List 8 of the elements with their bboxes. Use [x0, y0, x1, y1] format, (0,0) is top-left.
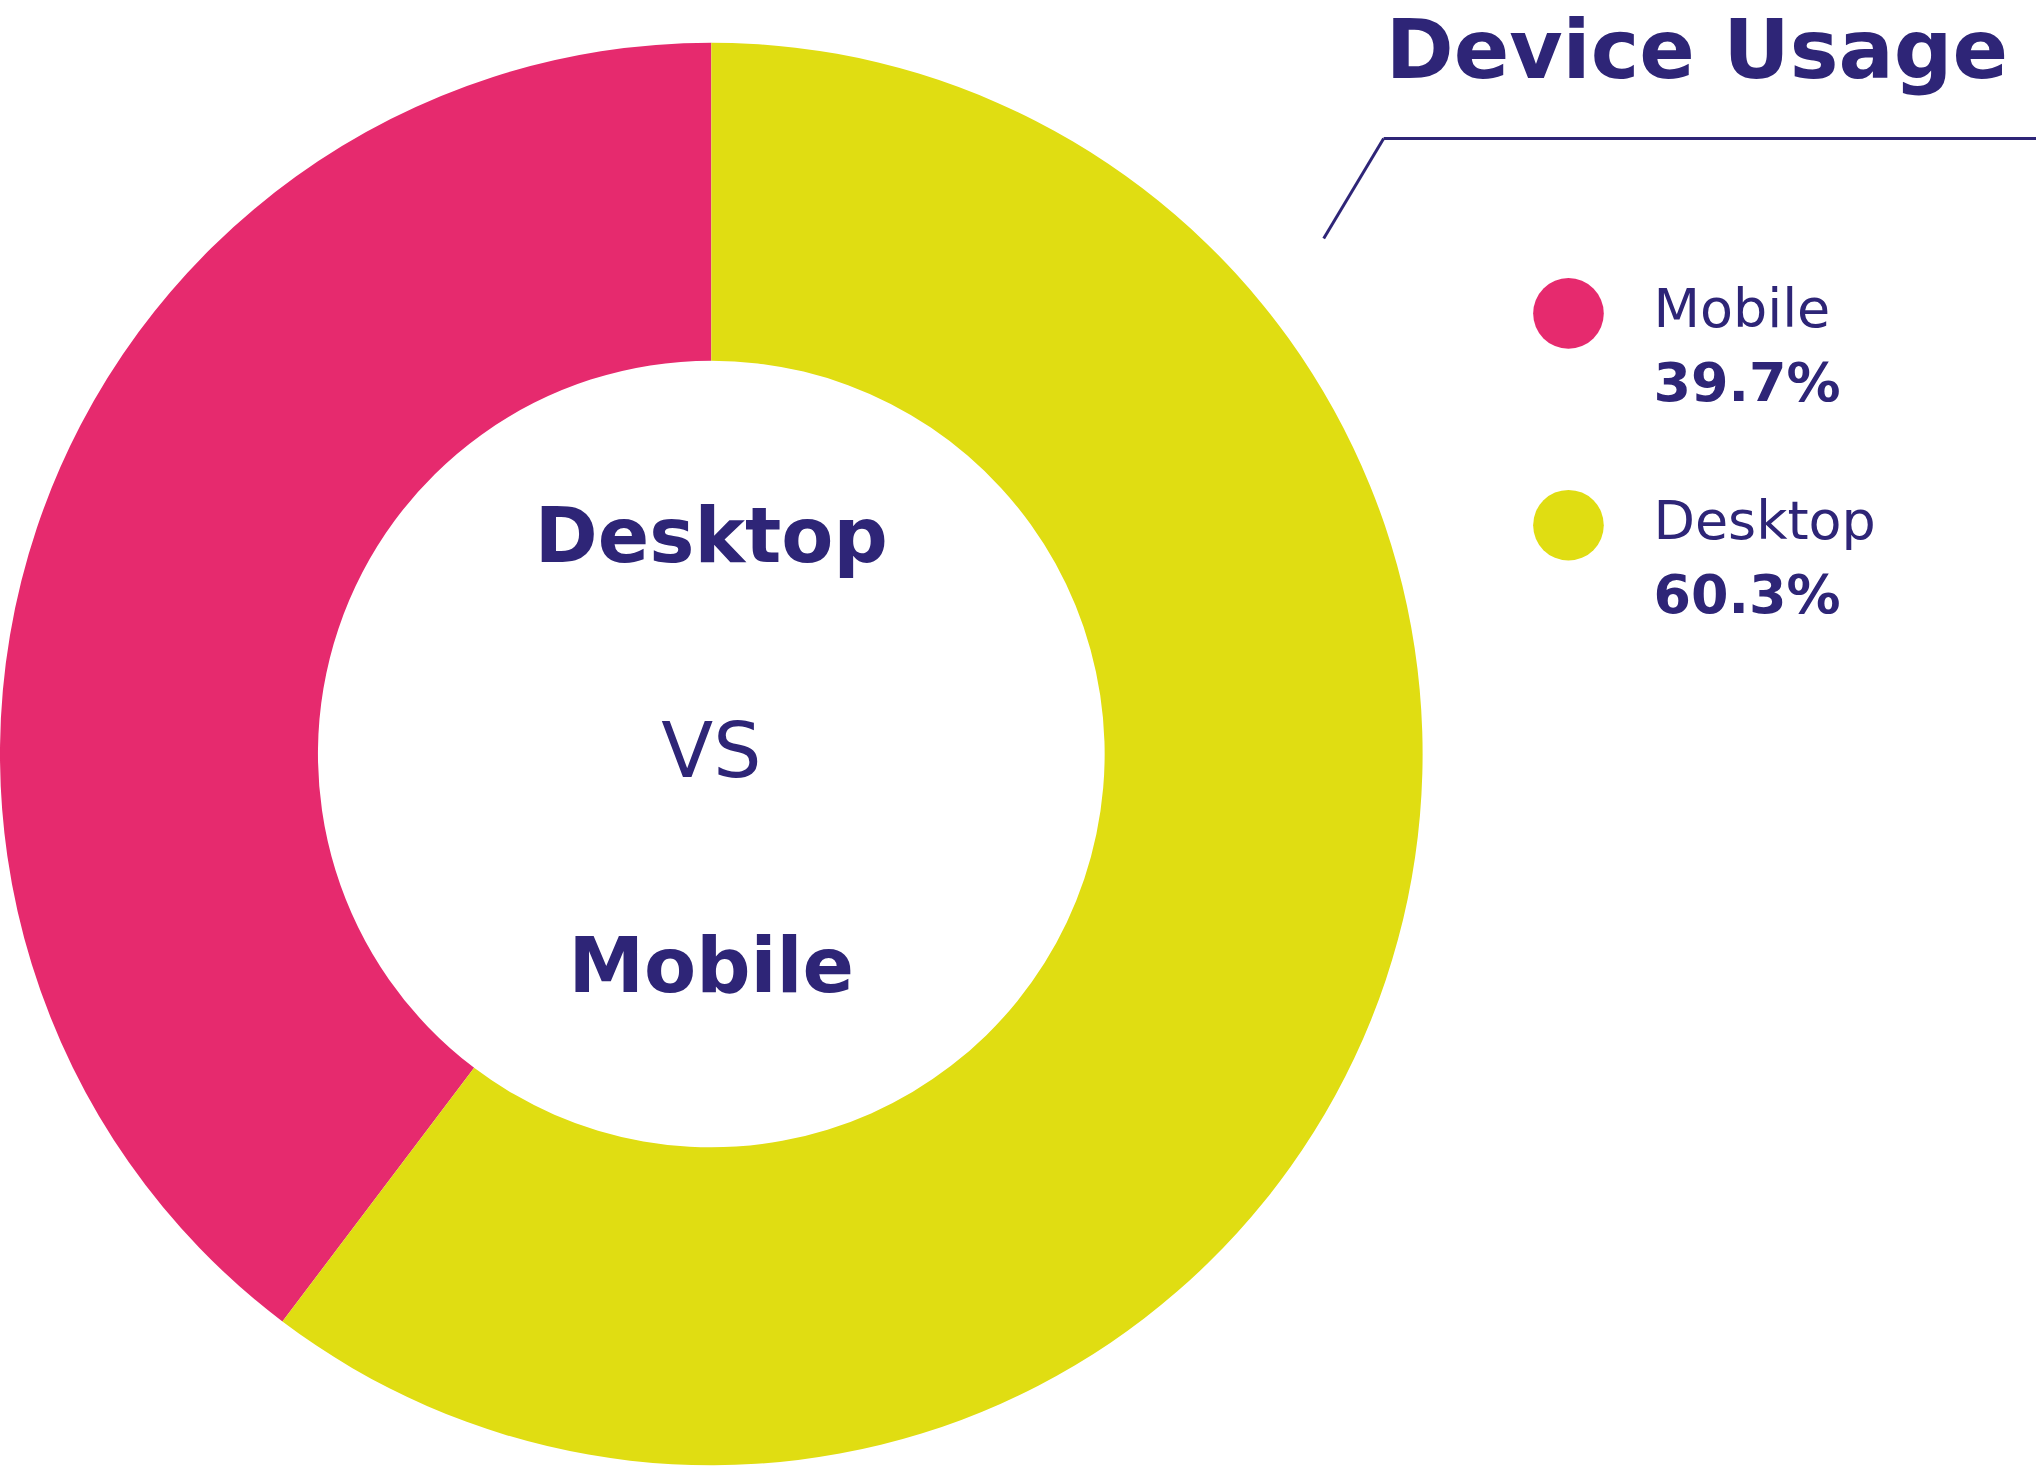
- legend-label: Mobile: [1653, 277, 1831, 341]
- text: Mobile: [568, 921, 855, 1010]
- data-label: 39.7%: [1653, 351, 1841, 415]
- text: VS: [661, 706, 762, 795]
- data-label: 60.3%: [1653, 563, 1841, 627]
- legend-label: Desktop: [1653, 489, 1876, 553]
- chart-title: Device Usage: [1385, 1, 2009, 97]
- text: Desktop: [534, 492, 888, 581]
